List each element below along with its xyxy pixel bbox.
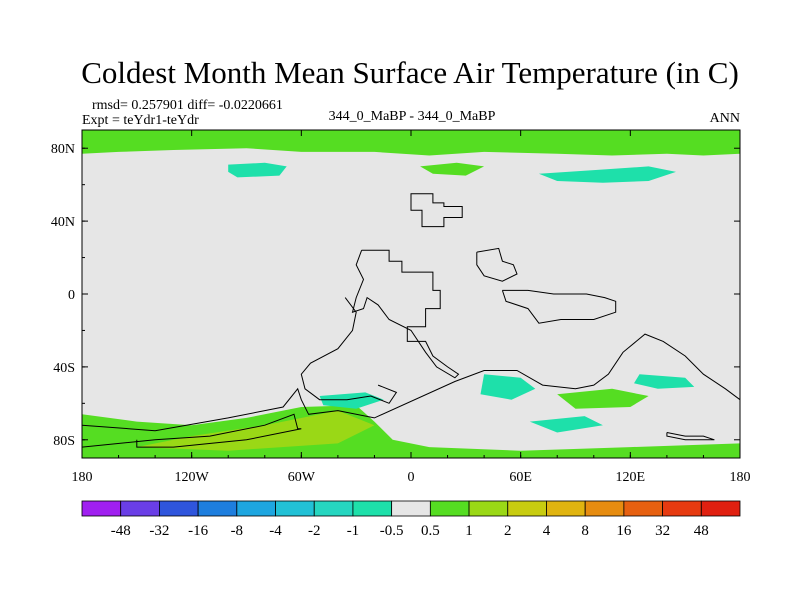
x-tick-label: 180	[72, 470, 93, 485]
outline-antarctic-interior	[81, 413, 302, 448]
temperature-regions	[82, 130, 740, 458]
colorbar-label: -16	[188, 523, 208, 539]
x-axis: 180 120W 60W 0 60E 120E 180	[72, 130, 751, 485]
colorbar-label: -0.5	[380, 523, 404, 539]
colorbar-box	[662, 500, 702, 517]
colorbar-box	[468, 500, 509, 517]
experiment-label: Expt = teYdr1-teYdr	[82, 113, 199, 128]
map-panel: 180 120W 60W 0 60E 120E 180 80N 40N 0 40S 80S	[51, 129, 751, 485]
region-antarctic-peninsula-warm	[136, 410, 375, 451]
outline-ross-ice-shelf	[666, 432, 715, 441]
y-tick-label: 40N	[51, 215, 75, 230]
colorbar-label: 1	[465, 523, 473, 539]
colorbar-box	[236, 500, 276, 517]
colorbar-label: 32	[655, 523, 670, 539]
continent-outlines	[81, 193, 741, 448]
y-tick-label: 80N	[51, 142, 75, 157]
colorbar-box	[623, 500, 663, 517]
y-tick-label: 40S	[53, 361, 75, 376]
chart-title: Coldest Month Mean Surface Air Temperatu…	[81, 55, 739, 90]
colorbar-box	[159, 500, 199, 517]
colorbar-box	[700, 500, 741, 517]
colorbar-label: -8	[231, 523, 244, 539]
colorbar-label: -1	[347, 523, 360, 539]
colorbar-label: -4	[269, 523, 282, 539]
region-arctic-band	[82, 130, 740, 156]
colorbar-box	[352, 500, 393, 517]
colorbar-label: 16	[616, 523, 632, 539]
colorbar-box	[313, 500, 354, 517]
region-antarctic-cool-patch	[480, 374, 536, 400]
colorbar-box	[275, 500, 315, 517]
colorbar-box	[391, 500, 431, 517]
colorbar-label: 4	[543, 523, 551, 539]
outline-south-america-west	[300, 297, 398, 404]
colorbar-label: 2	[504, 523, 512, 539]
colorbar-box	[81, 500, 122, 517]
colorbar-box	[546, 500, 586, 517]
colorbar-box	[197, 500, 238, 517]
colorbar-box	[507, 500, 547, 517]
x-tick-label: 180	[730, 470, 751, 485]
colorbar-label: 48	[694, 523, 709, 539]
outline-india-australia	[501, 289, 617, 324]
region-indian-ocean-patch	[557, 388, 649, 409]
colorbar-label: -48	[111, 523, 131, 539]
region-arctic-north-america	[228, 162, 287, 178]
colorbar-label: 0.5	[421, 523, 440, 539]
stats-line: rmsd= 0.257901 diff= -0.0220661	[92, 98, 283, 113]
y-tick-label: 80S	[53, 434, 75, 449]
region-east-antarctic-cool-patch	[529, 416, 603, 433]
x-tick-label: 120E	[616, 470, 646, 485]
outline-antarctica-rim	[81, 333, 741, 432]
y-tick-label: 0	[68, 288, 75, 303]
x-tick-label: 60E	[509, 470, 532, 485]
region-arctic-scandinavia	[420, 162, 485, 176]
case-label: 344_0_MaBP - 344_0_MaBP	[329, 109, 496, 124]
colorbar: -48 -32 -16 -8 -4 -2 -1 -0.5 0.5 1 2 4 8 16 32 48	[81, 500, 741, 539]
outline-asia-inland-sea	[476, 247, 518, 282]
colorbar-box	[584, 500, 625, 517]
season-label: ANN	[710, 111, 740, 126]
colorbar-label: -32	[149, 523, 169, 539]
colorbar-box	[429, 500, 470, 517]
outline-africa-southamerica	[351, 249, 460, 379]
colorbar-label: 8	[581, 523, 589, 539]
y-axis: 80N 40N 0 40S 80S	[51, 142, 740, 449]
colorbar-label: -2	[308, 523, 321, 539]
region-arctic-siberia	[538, 166, 676, 183]
outline-europe-coast	[410, 193, 463, 228]
x-tick-label: 120W	[175, 470, 210, 485]
x-tick-label: 0	[408, 470, 415, 485]
colorbar-box	[120, 500, 160, 517]
region-pacific-cool-patch	[634, 374, 695, 389]
x-tick-label: 60W	[288, 470, 316, 485]
